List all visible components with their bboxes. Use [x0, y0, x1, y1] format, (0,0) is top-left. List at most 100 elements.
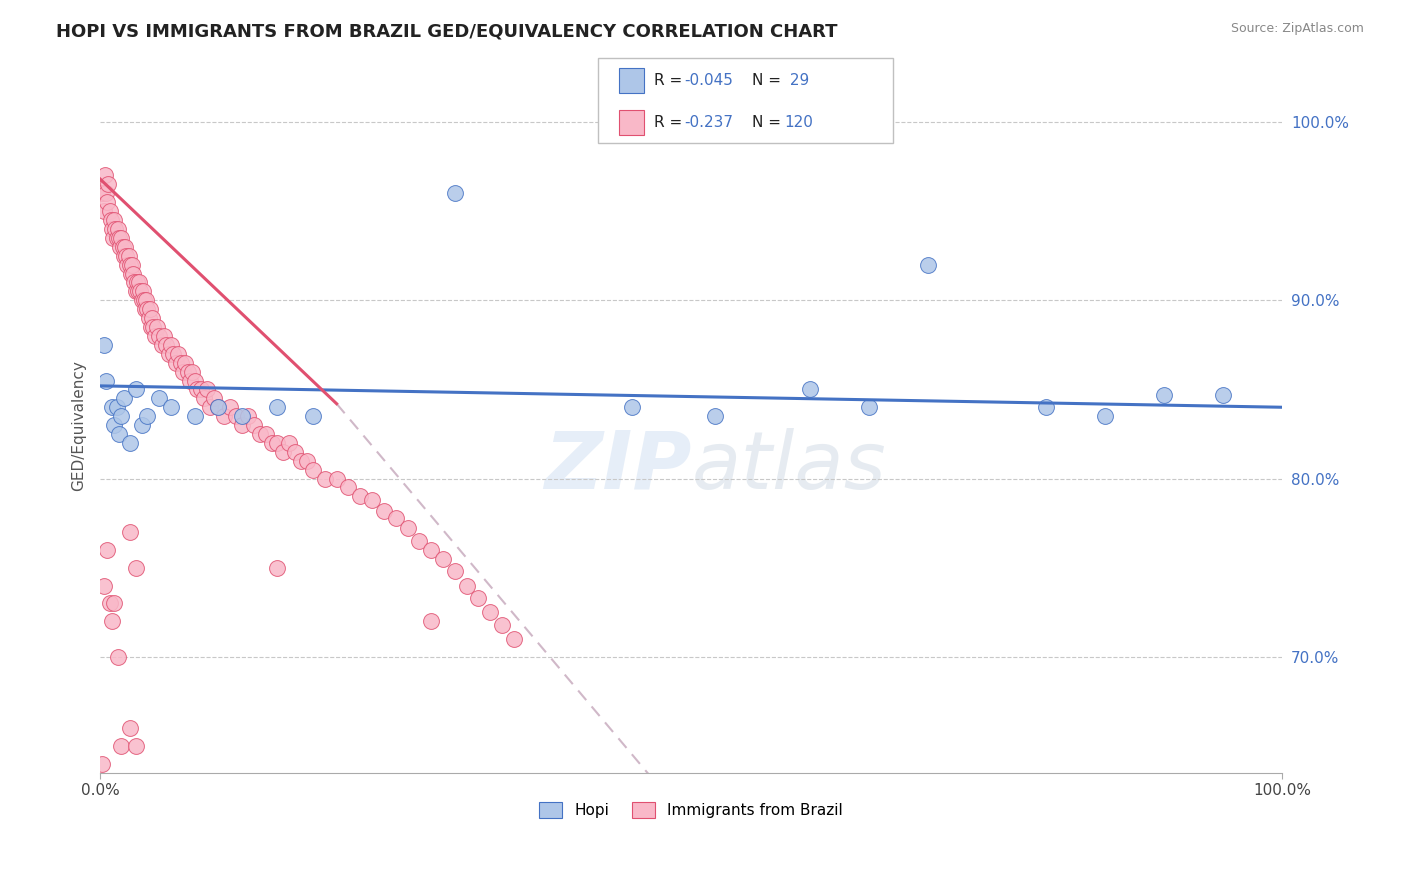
- Point: [174, 356, 197, 370]
- Point: [124, 560, 146, 574]
- Point: [195, 383, 218, 397]
- Point: [155, 338, 177, 352]
- Point: [302, 463, 325, 477]
- Point: [153, 329, 176, 343]
- Text: R =: R =: [654, 73, 688, 87]
- Point: [136, 409, 159, 424]
- Point: [132, 293, 155, 308]
- Point: [134, 302, 156, 317]
- Point: [94, 374, 117, 388]
- Point: [337, 481, 360, 495]
- Point: [111, 240, 134, 254]
- Point: [115, 249, 138, 263]
- Point: [143, 329, 166, 343]
- Point: [96, 195, 118, 210]
- Point: [408, 533, 430, 548]
- Point: [183, 374, 205, 388]
- Point: [135, 293, 157, 308]
- Point: [858, 401, 880, 415]
- Point: [118, 721, 141, 735]
- Point: [225, 409, 247, 424]
- Point: [165, 356, 187, 370]
- Point: [479, 605, 502, 619]
- Point: [101, 222, 124, 236]
- Point: [121, 258, 143, 272]
- Y-axis label: GED/Equivalency: GED/Equivalency: [72, 359, 86, 491]
- Point: [249, 427, 271, 442]
- Point: [98, 204, 121, 219]
- Point: [105, 231, 128, 245]
- Point: [100, 213, 122, 227]
- Point: [97, 178, 120, 192]
- Legend: Hopi, Immigrants from Brazil: Hopi, Immigrants from Brazil: [533, 796, 849, 824]
- Point: [266, 436, 288, 450]
- Point: [93, 338, 115, 352]
- Point: [129, 285, 152, 299]
- Point: [503, 632, 526, 646]
- Point: [420, 614, 443, 628]
- Point: [278, 436, 301, 450]
- Text: N =: N =: [752, 73, 786, 87]
- Point: [443, 564, 465, 578]
- Point: [110, 409, 132, 424]
- Point: [110, 231, 132, 245]
- Point: [443, 186, 465, 201]
- Point: [101, 401, 124, 415]
- Text: 29: 29: [785, 73, 808, 87]
- Point: [361, 493, 384, 508]
- Point: [384, 510, 406, 524]
- Point: [146, 320, 169, 334]
- Point: [96, 542, 118, 557]
- Point: [162, 347, 184, 361]
- Text: 120: 120: [785, 115, 814, 129]
- Point: [93, 578, 115, 592]
- Point: [207, 401, 229, 415]
- Point: [704, 409, 727, 424]
- Point: [125, 276, 148, 290]
- Point: [219, 401, 242, 415]
- Point: [108, 231, 131, 245]
- Point: [243, 418, 266, 433]
- Point: [314, 472, 336, 486]
- Point: [1035, 401, 1057, 415]
- Point: [131, 293, 153, 308]
- Point: [148, 392, 170, 406]
- Point: [108, 427, 131, 442]
- Text: -0.237: -0.237: [685, 115, 734, 129]
- Point: [91, 756, 114, 771]
- Point: [128, 276, 150, 290]
- Point: [325, 472, 347, 486]
- Point: [799, 383, 821, 397]
- Point: [94, 792, 117, 806]
- Point: [467, 591, 489, 605]
- Point: [124, 276, 146, 290]
- Point: [118, 258, 141, 272]
- Point: [139, 320, 162, 334]
- Text: N =: N =: [752, 115, 786, 129]
- Point: [117, 258, 139, 272]
- Point: [110, 739, 132, 753]
- Point: [148, 329, 170, 343]
- Point: [122, 267, 145, 281]
- Point: [231, 409, 253, 424]
- Point: [127, 285, 149, 299]
- Text: atlas: atlas: [692, 428, 886, 506]
- Point: [214, 409, 236, 424]
- Point: [266, 401, 288, 415]
- Point: [193, 392, 215, 406]
- Point: [198, 401, 221, 415]
- Point: [349, 490, 371, 504]
- Point: [103, 418, 125, 433]
- Text: HOPI VS IMMIGRANTS FROM BRAZIL GED/EQUIVALENCY CORRELATION CHART: HOPI VS IMMIGRANTS FROM BRAZIL GED/EQUIV…: [56, 22, 838, 40]
- Point: [142, 320, 165, 334]
- Point: [420, 542, 443, 557]
- Point: [183, 409, 205, 424]
- Point: [231, 418, 253, 433]
- Text: -0.045: -0.045: [685, 73, 734, 87]
- Point: [101, 614, 124, 628]
- Point: [136, 302, 159, 317]
- Point: [93, 204, 115, 219]
- Point: [131, 418, 153, 433]
- Point: [141, 311, 163, 326]
- Text: ZIP: ZIP: [544, 428, 692, 506]
